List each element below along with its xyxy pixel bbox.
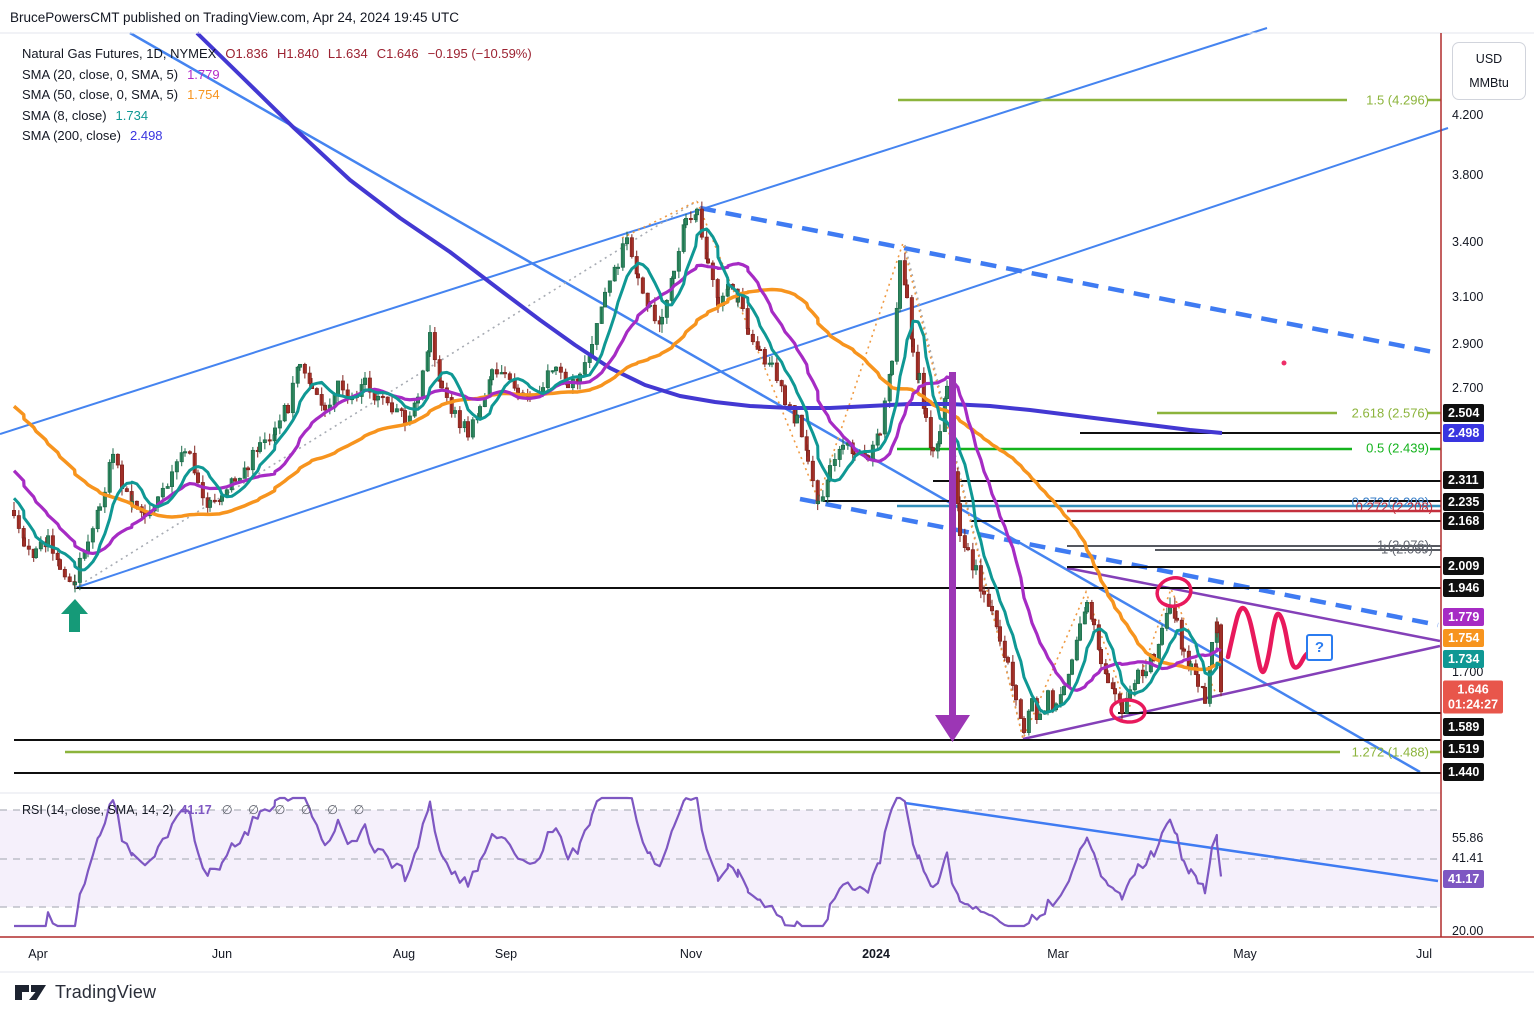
fib-label: 0.272 (2.208) bbox=[1355, 499, 1433, 515]
price-tick: 3.800 bbox=[1452, 168, 1484, 182]
legend-row: SMA (20, close, 0, SMA, 5) 1.779 bbox=[22, 66, 220, 82]
price-badge: 2.498 bbox=[1443, 424, 1485, 442]
price-badge: 2.009 bbox=[1443, 557, 1485, 575]
time-label: 2024 bbox=[862, 947, 890, 961]
fib-label: 0.5 (2.439) bbox=[1366, 440, 1429, 456]
price-badge: 1.440 bbox=[1443, 763, 1485, 781]
fib-label: 1 (2.069) bbox=[1380, 541, 1433, 557]
price-badge: 1.646 01:24:27 bbox=[1443, 680, 1504, 714]
fib-label: 2.618 (2.576) bbox=[1351, 405, 1429, 421]
rsi-legend[interactable]: RSI (14, close, SMA, 14, 2) 41.17 ∅ ∅ ∅ ∅ … bbox=[22, 802, 370, 817]
fib-label: 1.5 (4.296) bbox=[1366, 92, 1429, 108]
price-tick: 20.00 bbox=[1452, 924, 1484, 938]
price-badge: 2.168 bbox=[1443, 512, 1485, 530]
fib-label: 1 (2.076) bbox=[1376, 537, 1429, 553]
tradingview-logo-icon bbox=[15, 985, 46, 1000]
price-badge: 1.754 bbox=[1443, 629, 1485, 647]
price-tick: 41.41 bbox=[1452, 851, 1484, 865]
time-label: Jul bbox=[1416, 947, 1432, 961]
time-axis[interactable]: Apr Jun Aug Sep Nov 2024 Mar May Jul bbox=[0, 940, 1441, 970]
price-badge: 1.519 bbox=[1443, 740, 1485, 758]
time-label: Apr bbox=[28, 947, 48, 961]
price-tick: 4.200 bbox=[1452, 108, 1484, 122]
legend-row: SMA (50, close, 0, SMA, 5) 1.754 bbox=[22, 87, 220, 102]
price-badge: 41.17 bbox=[1443, 870, 1485, 888]
price-tick: 3.400 bbox=[1452, 235, 1484, 249]
time-label: Jun bbox=[211, 947, 233, 961]
legend-row: Natural Gas Futures, 1D, NYMEX O1.836 H1.8… bbox=[22, 46, 532, 61]
rsi-hidden-plots: ∅ ∅ ∅ ∅ ∅ ∅ bbox=[221, 803, 371, 817]
time-label: Aug bbox=[392, 947, 416, 961]
price-tick: 1.700 bbox=[1452, 665, 1484, 679]
price-tick: 2.700 bbox=[1452, 381, 1484, 395]
price-badge: 1.734 bbox=[1443, 650, 1485, 668]
publication-title: BrucePowersCMT published on TradingView.… bbox=[10, 10, 459, 25]
unit-measure: MMBtu bbox=[1469, 75, 1509, 90]
price-badge: 1.589 bbox=[1443, 718, 1485, 736]
time-label: Nov bbox=[679, 947, 703, 961]
legend-row: SMA (8, close) 1.734 bbox=[22, 107, 149, 123]
legend-row: SMA (200, close) 2.498 bbox=[22, 128, 163, 143]
price-tick: 55.86 bbox=[1452, 831, 1484, 845]
chart-legend[interactable]: Natural Gas Futures, 1D, NYMEX O1.836 H1.8… bbox=[22, 46, 541, 149]
rsi-value: 41.17 bbox=[180, 803, 212, 817]
price-tick: 3.100 bbox=[1452, 290, 1484, 304]
price-badge: 1.779 bbox=[1443, 608, 1485, 626]
price-badge: 1.946 bbox=[1443, 579, 1485, 597]
price-badge: 2.504 bbox=[1443, 404, 1485, 422]
question-annotation: ? bbox=[1306, 634, 1333, 661]
time-label: May bbox=[1233, 947, 1257, 961]
price-badge: 2.235 bbox=[1443, 493, 1485, 511]
price-badge: 2.311 bbox=[1443, 471, 1484, 489]
price-tick: 2.900 bbox=[1452, 337, 1484, 351]
time-label: Sep bbox=[494, 947, 518, 961]
price-axis[interactable]: 4.200 3.800 3.400 3.100 2.900 2.700 1.700 55.86… bbox=[1443, 33, 1534, 938]
fib-label: 1.272 (1.488) bbox=[1351, 744, 1429, 760]
fib-label: 0.272 (2.208) bbox=[1351, 494, 1429, 510]
rsi-legend-title: RSI (14, close, SMA, 14, 2) bbox=[22, 803, 174, 817]
tradingview-footer[interactable]: TradingView bbox=[14, 982, 156, 1003]
tradingview-brand-text: TradingView bbox=[55, 982, 157, 1002]
unit-currency: USD bbox=[1475, 52, 1503, 67]
unit-box: USD MMBtu bbox=[1452, 42, 1526, 100]
time-label: Mar bbox=[1047, 947, 1069, 961]
